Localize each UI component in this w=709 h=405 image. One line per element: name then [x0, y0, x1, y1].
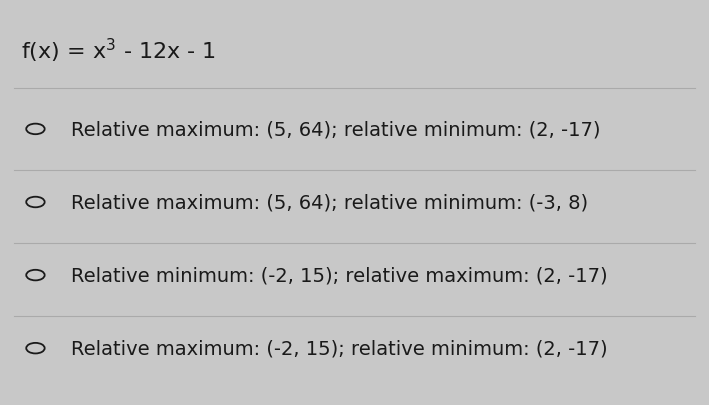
Text: Relative maximum: (5, 64); relative minimum: (2, -17): Relative maximum: (5, 64); relative mini…: [71, 120, 601, 139]
Text: f(x) = x$^3$ - 12x - 1: f(x) = x$^3$ - 12x - 1: [21, 36, 216, 64]
Text: Relative maximum: (5, 64); relative minimum: (-3, 8): Relative maximum: (5, 64); relative mini…: [71, 193, 588, 212]
Text: Relative minimum: (-2, 15); relative maximum: (2, -17): Relative minimum: (-2, 15); relative max…: [71, 266, 608, 285]
Text: Relative maximum: (-2, 15); relative minimum: (2, -17): Relative maximum: (-2, 15); relative min…: [71, 339, 608, 358]
